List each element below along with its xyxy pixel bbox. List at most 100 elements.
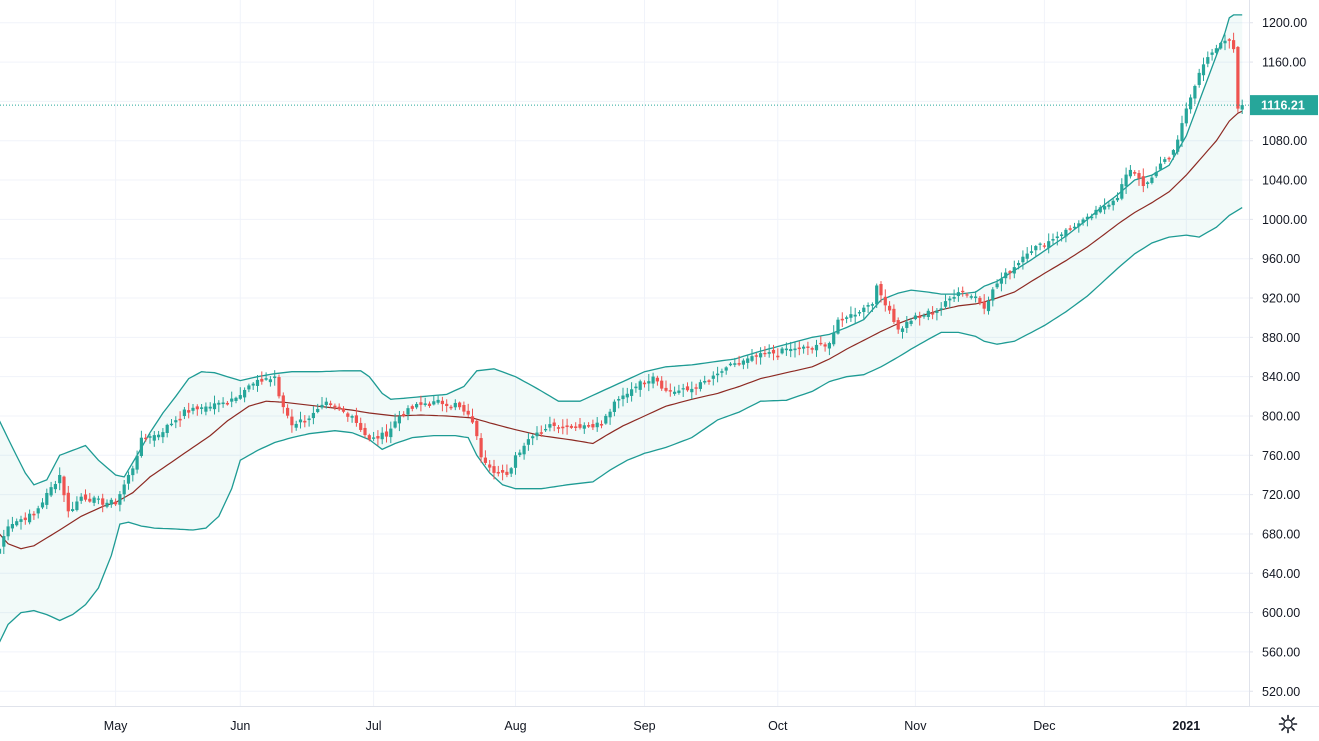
candle-body: [92, 497, 96, 503]
candle-body: [883, 296, 887, 306]
candle: [1103, 198, 1107, 215]
candle-body: [264, 378, 268, 380]
candle: [655, 375, 659, 386]
candle: [1184, 102, 1188, 127]
candle-body: [1163, 159, 1167, 162]
candle: [208, 402, 212, 412]
candle: [685, 382, 690, 392]
candle: [849, 306, 853, 322]
candle-body: [1180, 123, 1184, 142]
candle-body: [251, 383, 255, 386]
candle: [0, 548, 2, 554]
x-tick-label: Nov: [904, 719, 927, 733]
x-tick-label: Oct: [768, 719, 788, 733]
candle: [681, 383, 685, 397]
candle: [118, 490, 122, 512]
candle: [780, 346, 784, 355]
candle: [625, 387, 629, 404]
candle: [754, 352, 758, 365]
candle-body: [810, 348, 814, 350]
candle-body: [462, 405, 466, 412]
candle: [806, 341, 810, 356]
candle: [1038, 242, 1042, 251]
candle-body: [53, 484, 57, 490]
candle: [1068, 225, 1072, 232]
candle: [148, 433, 152, 444]
candle-body: [750, 356, 754, 361]
candle: [363, 423, 367, 438]
candle-body: [982, 301, 986, 309]
candle: [191, 403, 195, 415]
candle-body: [655, 377, 659, 382]
candle: [1167, 156, 1171, 162]
candle: [1236, 45, 1240, 113]
candle-body: [483, 457, 487, 463]
candle-body: [685, 386, 690, 391]
candle: [187, 402, 191, 419]
candle: [462, 401, 466, 416]
candle: [1025, 247, 1029, 263]
candle: [1176, 135, 1180, 155]
candle: [440, 396, 444, 412]
candle-body: [591, 424, 595, 428]
candle-body: [470, 416, 475, 423]
candle-body: [58, 474, 62, 484]
candle: [1219, 41, 1223, 50]
candle: [75, 496, 79, 512]
candle-body: [1021, 256, 1025, 263]
candle-body: [397, 416, 401, 424]
time-axis[interactable]: May Jun Jul Aug Sep Oct Nov Dec 2021: [104, 719, 1200, 733]
candle-body: [776, 355, 780, 358]
candle: [36, 505, 40, 519]
candle-body: [268, 379, 272, 383]
candle: [79, 493, 83, 504]
settings-button[interactable]: [1276, 712, 1300, 736]
candle-body: [630, 389, 634, 396]
candle: [900, 326, 905, 339]
candle: [982, 294, 986, 315]
candle: [298, 411, 303, 429]
candle-body: [466, 410, 470, 415]
candle-body: [445, 403, 449, 407]
candle: [931, 306, 935, 320]
candle-body: [552, 422, 556, 426]
candle-body: [866, 305, 870, 307]
candle-body: [698, 382, 702, 389]
candle-body: [440, 400, 444, 405]
candle-body: [238, 395, 242, 399]
candle-body: [862, 307, 866, 313]
candle: [393, 413, 397, 429]
candle-body: [802, 346, 806, 349]
candle-body: [281, 395, 285, 408]
candle: [608, 408, 612, 425]
candle: [311, 406, 315, 425]
candle-body: [943, 301, 948, 307]
y-tick-label: 1080.00: [1262, 134, 1307, 148]
candle: [673, 386, 677, 396]
price-axis[interactable]: 520.00 560.00 600.00 640.00 680.00 720.00 760.…: [1249, 16, 1307, 699]
candle: [466, 403, 470, 418]
candle-body: [45, 492, 49, 505]
candle: [668, 383, 672, 397]
candle-body: [660, 380, 664, 389]
candle: [720, 368, 724, 378]
candle: [888, 301, 892, 314]
candle: [152, 431, 156, 447]
candle: [879, 281, 883, 303]
y-tick-label: 840.00: [1262, 370, 1300, 384]
candle-body: [1004, 272, 1008, 279]
candle: [238, 387, 242, 400]
candle-body: [23, 517, 27, 521]
candle-body: [298, 419, 303, 423]
candle-body: [509, 468, 513, 474]
candle-body: [767, 352, 771, 354]
last-price-label: 1116.21: [1250, 95, 1318, 116]
candle-body: [896, 320, 900, 330]
candle: [427, 401, 432, 408]
candle: [943, 293, 948, 310]
candle: [896, 317, 900, 334]
candle: [45, 488, 49, 510]
bollinger-band-fill: [0, 14, 1243, 642]
candle: [501, 464, 505, 481]
